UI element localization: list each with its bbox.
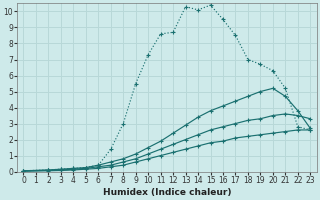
X-axis label: Humidex (Indice chaleur): Humidex (Indice chaleur) <box>103 188 231 197</box>
